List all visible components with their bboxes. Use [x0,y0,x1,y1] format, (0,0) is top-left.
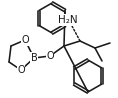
Text: O: O [46,51,54,61]
Text: O: O [21,35,29,45]
Text: H₂N: H₂N [58,15,78,25]
Text: B: B [31,53,37,63]
Text: O: O [17,65,25,75]
